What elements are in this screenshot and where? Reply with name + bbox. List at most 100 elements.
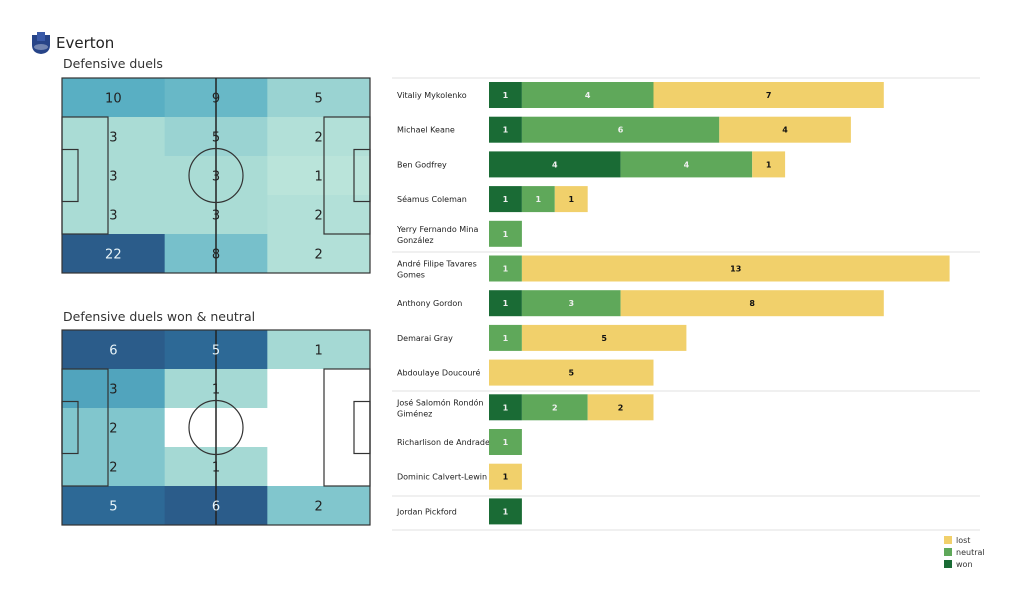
heatmap-cell-value: 5	[212, 344, 220, 359]
legend-won: won	[944, 558, 985, 570]
player-name: Ben Godfrey	[397, 160, 447, 169]
bar-label-neutral: 4	[684, 160, 690, 169]
bar-label-lost: 5	[568, 369, 574, 378]
bar-row: Michael Keane 1 6 4	[397, 116, 851, 143]
bar-segment-won	[489, 290, 522, 317]
bar-segment-neutral	[489, 255, 522, 282]
bar-segment-lost	[620, 290, 884, 317]
bar-segment-won	[489, 498, 522, 525]
bar-label-neutral: 1	[503, 265, 509, 274]
bar-segment-lost	[653, 82, 884, 108]
heatmap-cell	[267, 156, 371, 196]
goal-area-left	[61, 400, 79, 455]
bar-segment-lost	[752, 151, 786, 178]
bar-segment-lost	[521, 255, 950, 282]
bar-label-won: 1	[503, 91, 509, 100]
centre-circle	[188, 147, 244, 204]
centre-circle	[188, 399, 244, 456]
legend: lost neutral won	[944, 534, 985, 570]
bar-segment-lost	[489, 359, 654, 386]
bar-label-lost: 1	[503, 473, 509, 482]
bar-label-lost: 1	[766, 160, 772, 169]
bar-row: Vitaliy Mykolenko 1 4 7	[397, 82, 884, 108]
bar-label-neutral: 3	[568, 299, 574, 308]
bar-label-lost: 8	[749, 299, 755, 308]
heatmap-cell-value: 3	[109, 170, 117, 185]
bar-label-neutral: 1	[503, 334, 509, 343]
bar-label-won: 1	[503, 299, 509, 308]
heatmap-cell	[267, 234, 371, 274]
legend-lost: lost	[944, 534, 985, 546]
player-name-cont: González	[397, 236, 434, 245]
heatmap-cell	[267, 486, 371, 526]
heatmap-cell-value: 5	[212, 131, 220, 146]
bar-segment-won	[489, 186, 522, 213]
heatmap-title-2: Defensive duels won & neutral	[63, 309, 256, 324]
heatmap-cell	[267, 447, 371, 487]
heatmap-cell-value: 5	[315, 92, 323, 107]
bar-label-neutral: 1	[536, 195, 542, 204]
heatmap-cell	[267, 195, 371, 235]
heatmap-2: 6 5 1 3 1 2 2 1 5 6 2	[61, 329, 371, 526]
heatmap-cell-value: 2	[315, 248, 323, 263]
bar-segment-lost	[554, 186, 588, 213]
everton-crest-icon	[32, 32, 50, 54]
heatmap-cell-value: 3	[109, 383, 117, 398]
bar-segment-neutral	[489, 220, 522, 247]
player-name: Yerry Fernando Mina	[396, 225, 478, 234]
legend-label-neutral: neutral	[956, 547, 985, 557]
heatmap-cell-value: 2	[315, 209, 323, 224]
bar-row: Dominic Calvert-Lewin 1	[397, 463, 522, 490]
heatmap-cell	[267, 78, 371, 118]
heatmap-title-1: Defensive duels	[63, 56, 163, 71]
player-name-cont: Giménez	[397, 408, 432, 418]
bar-label-won: 1	[503, 195, 509, 204]
legend-swatch-lost	[944, 536, 952, 544]
player-name: Jordan Pickford	[396, 507, 457, 516]
bar-segment-won	[489, 116, 522, 143]
heatmap-cell	[267, 117, 371, 157]
heatmap-cell-value: 1	[212, 383, 220, 398]
heatmap-cell	[62, 486, 166, 526]
heatmap-cell-value: 2	[315, 500, 323, 515]
heatmap-cell-value: 6	[212, 500, 220, 515]
bar-segment-neutral	[521, 116, 720, 143]
team-name: Everton	[56, 34, 115, 52]
bar-label-won: 4	[552, 160, 558, 169]
bar-label-neutral: 2	[552, 403, 558, 412]
player-name: Anthony Gordon	[397, 299, 462, 308]
player-name: Richarlison de Andrade	[397, 438, 490, 447]
heatmap-cell-value: 3	[212, 209, 220, 224]
bar-segment-lost	[719, 116, 851, 143]
player-name: Michael Keane	[397, 126, 455, 135]
heatmap-cell	[267, 369, 371, 409]
heatmap-cell-value: 2	[315, 131, 323, 146]
heatmap-cell-value: 22	[105, 248, 122, 263]
heatmap-cell-value: 2	[109, 461, 117, 476]
bar-label-lost: 13	[730, 265, 741, 274]
player-name: Séamus Coleman	[397, 194, 467, 204]
goal-area-right	[353, 400, 371, 455]
bar-segment-neutral	[521, 394, 588, 421]
heatmap-cell-value: 3	[212, 170, 220, 185]
bar-label-lost: 4	[782, 126, 788, 135]
legend-neutral: neutral	[944, 546, 985, 558]
player-name-cont: Gomes	[397, 271, 425, 280]
bar-label-neutral: 1	[503, 438, 509, 447]
heatmap-cell-value: 6	[109, 344, 117, 359]
heatmap-cell-value: 10	[105, 92, 122, 107]
heatmap-cell	[62, 117, 166, 157]
bar-segment-neutral	[489, 324, 522, 351]
heatmap-cell-value: 9	[212, 92, 220, 107]
heatmap-cell-value: 5	[109, 500, 117, 515]
bar-label-lost: 1	[568, 195, 574, 204]
heatmap-cell	[62, 195, 166, 235]
bar-row: Demarai Gray 1 5	[397, 324, 687, 351]
bar-segment-won	[489, 82, 522, 108]
heatmap-cell	[62, 330, 166, 370]
heatmap-cell	[62, 234, 166, 274]
goal-area-right	[353, 148, 371, 203]
